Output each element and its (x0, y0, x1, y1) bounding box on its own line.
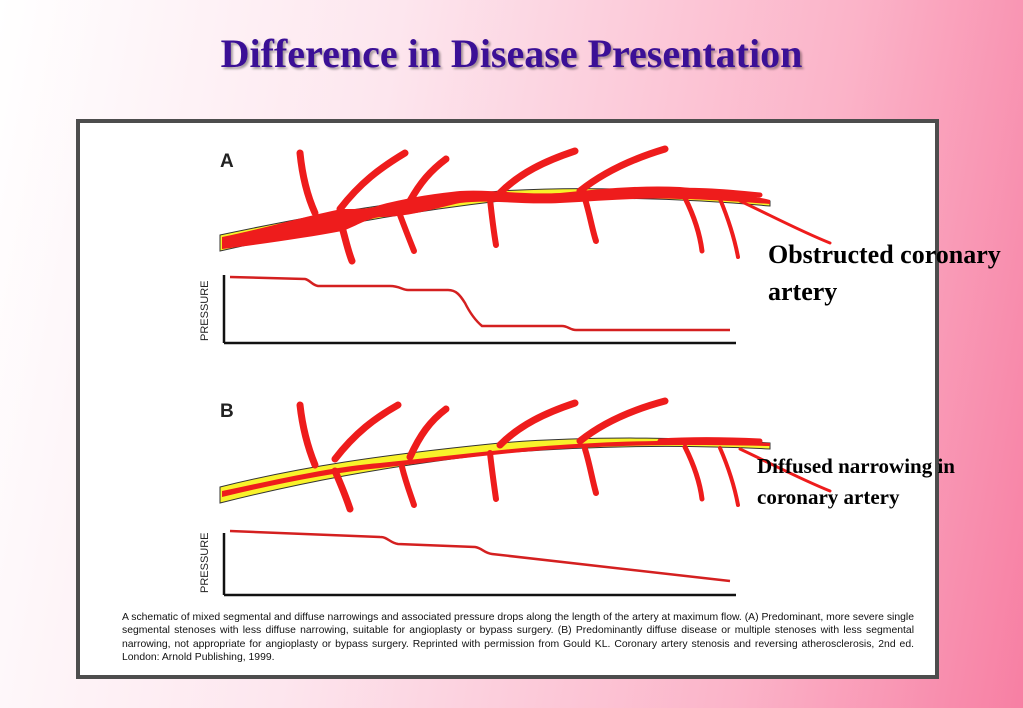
figure-caption: A schematic of mixed segmental and diffu… (122, 612, 914, 663)
artery-b (219, 397, 832, 513)
slide-title: Difference in Disease Presentation (220, 31, 803, 76)
label-obstructed-artery: Obstructed coronary artery (768, 240, 1001, 306)
artery-a (219, 145, 832, 265)
pressure-graph-a (222, 275, 736, 345)
y-axis-label-a: PRESSURE (199, 280, 211, 341)
artery-diagram: PRESSURE PRESSURE (199, 145, 832, 597)
panel-label-a: A (220, 151, 234, 172)
artery-figure: PRESSURE PRESSURE A B A schematic of mix… (76, 119, 939, 679)
pressure-graph-b (222, 529, 736, 597)
label-diffused-narrowing: Diffused narrowing in coronary artery (757, 454, 955, 509)
panel-label-b: B (220, 401, 234, 422)
y-axis-label-b: PRESSURE (199, 532, 211, 593)
